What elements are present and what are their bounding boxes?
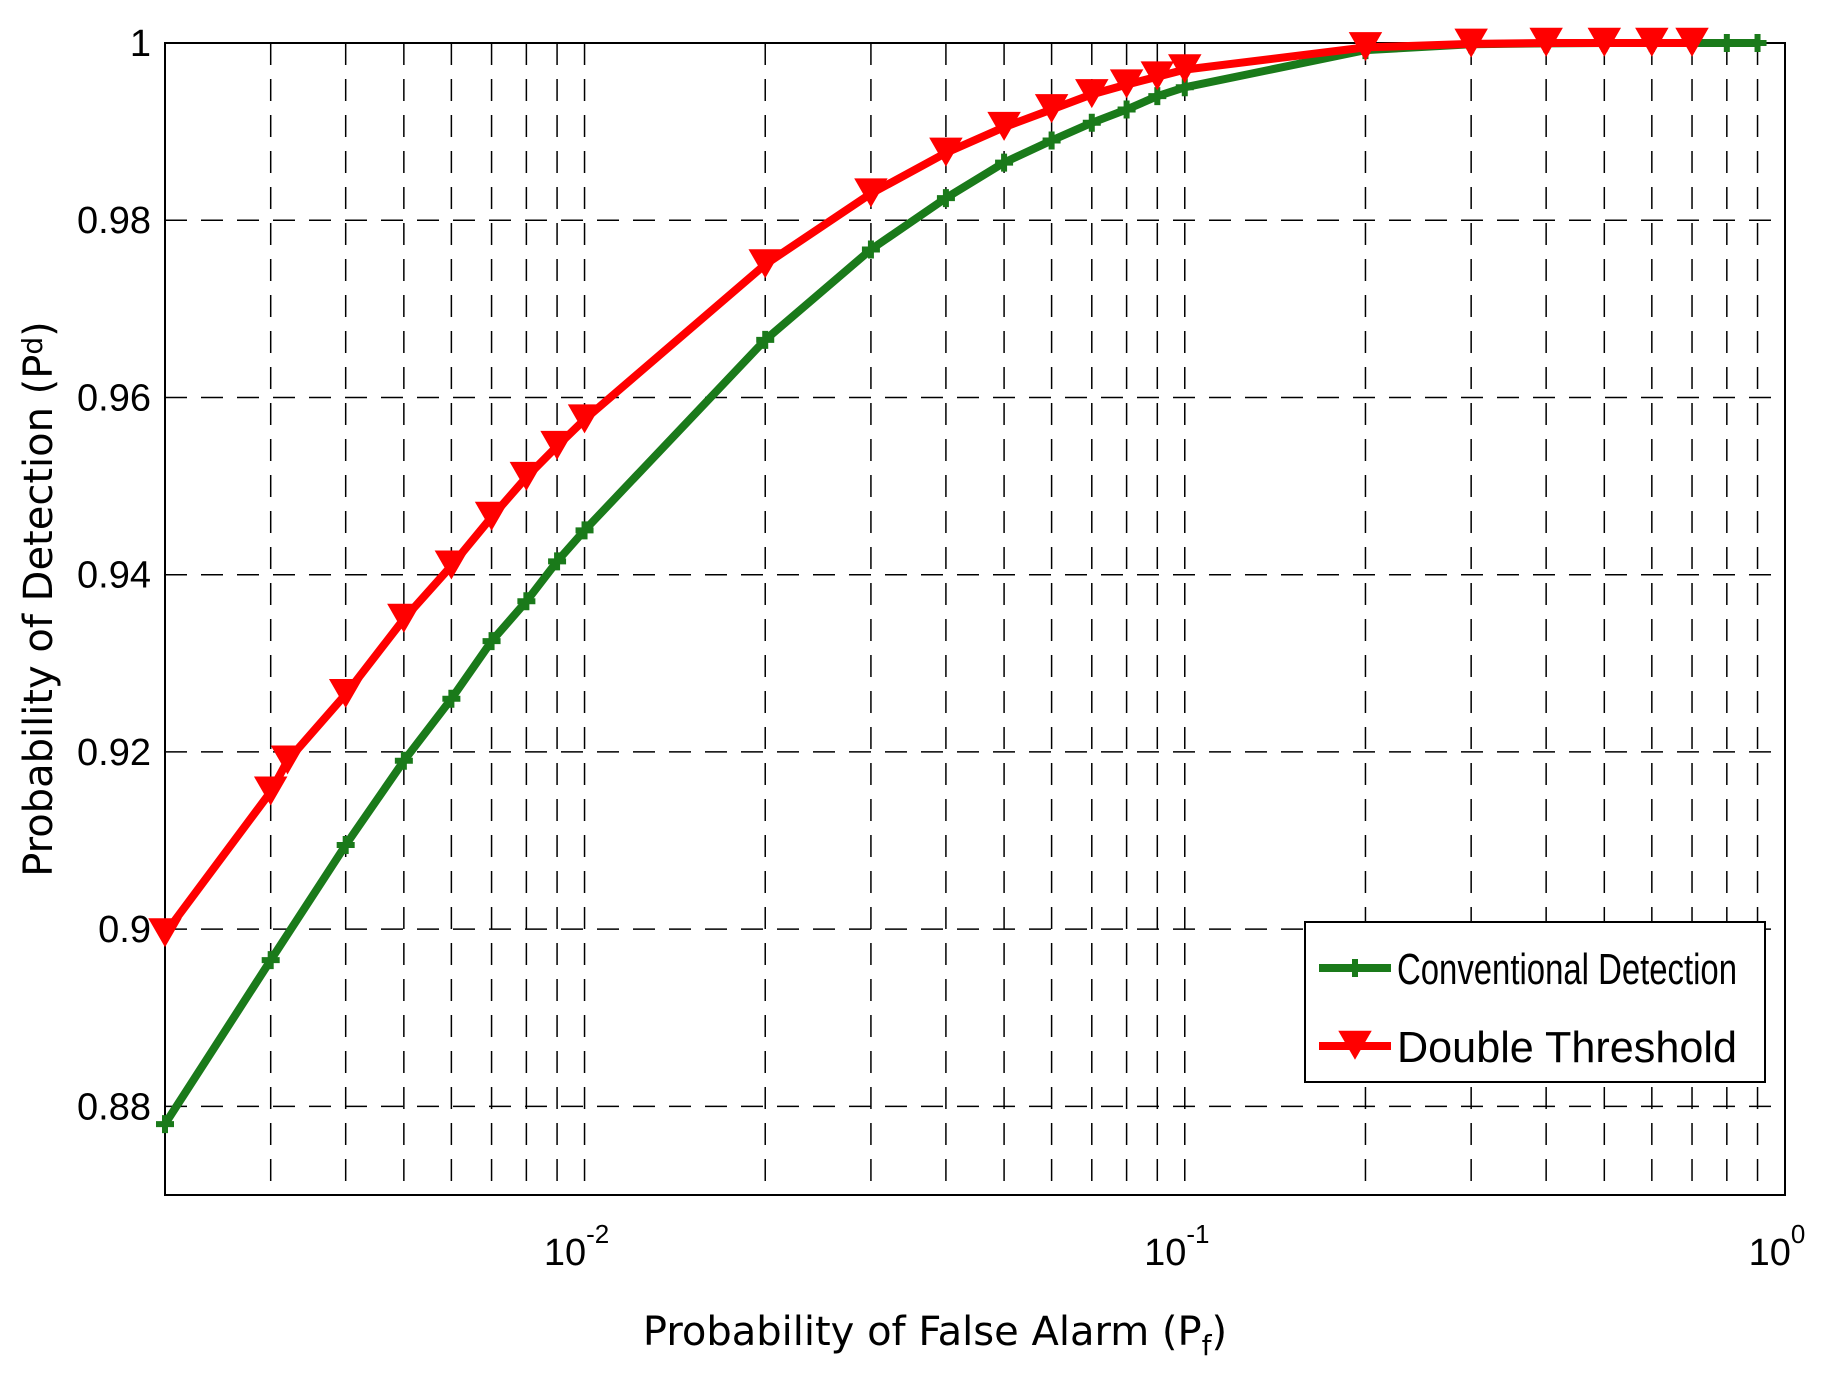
data-point xyxy=(253,776,288,806)
y-tick-label: 0.94 xyxy=(77,555,151,597)
data-point xyxy=(434,550,469,580)
legend-marker xyxy=(1346,959,1364,977)
legend-entries: Conventional Detection Double Threshold xyxy=(1319,945,1737,1072)
data-point xyxy=(1082,113,1101,132)
data-point xyxy=(936,189,955,208)
series-line xyxy=(161,39,1692,936)
plot-area xyxy=(164,42,1786,1196)
series-1 xyxy=(148,27,1709,948)
data-point xyxy=(1140,61,1175,91)
x-axis-title: Probability of False Alarm (Pf) xyxy=(643,1309,1227,1362)
tick-labels: 0.88 0.9 0.92 0.94 0.96 0.98 1 10-2 10-1 100 xyxy=(77,23,1805,1274)
data-point xyxy=(1042,131,1061,150)
data-point xyxy=(1348,32,1383,62)
y-tick-label: 0.98 xyxy=(77,200,151,242)
y-axis-title: Probability of Detection (Pd) xyxy=(16,321,62,877)
data-point xyxy=(540,430,574,460)
data-point xyxy=(1168,54,1202,84)
data-point xyxy=(1529,27,1563,57)
data-point xyxy=(328,679,363,709)
data-point xyxy=(1717,34,1736,52)
y-tick-label: 0.88 xyxy=(77,1086,151,1128)
data-point xyxy=(1034,94,1069,124)
data-point xyxy=(1454,28,1488,58)
data-point xyxy=(1748,34,1767,52)
data-point xyxy=(1587,27,1622,57)
series-layer xyxy=(148,27,1767,1134)
data-point xyxy=(1109,69,1144,99)
x-tick-label: 10-2 xyxy=(544,1219,609,1274)
data-point xyxy=(1117,100,1136,119)
data-point xyxy=(567,404,602,434)
legend-entry: Double Threshold xyxy=(1319,1023,1737,1072)
data-point xyxy=(336,835,355,854)
data-point xyxy=(509,461,544,491)
legend-box xyxy=(1304,921,1766,1083)
data-point xyxy=(987,111,1021,141)
legend-label: Conventional Detection xyxy=(1397,945,1737,994)
data-point xyxy=(261,951,280,970)
y-tick-label: 0.92 xyxy=(77,732,151,774)
data-point xyxy=(482,632,501,651)
x-tick-label: 10-1 xyxy=(1144,1219,1209,1274)
data-point xyxy=(548,552,567,571)
legend: Conventional Detection Double Threshold xyxy=(1304,921,1766,1083)
data-point xyxy=(756,330,775,349)
data-point xyxy=(1635,27,1669,57)
data-point xyxy=(148,918,182,948)
data-point xyxy=(270,745,305,775)
data-point xyxy=(748,249,782,279)
data-point xyxy=(929,137,963,167)
x-tick-label: 100 xyxy=(1749,1219,1806,1274)
data-point xyxy=(442,689,461,708)
legend-entry: Conventional Detection xyxy=(1319,945,1737,994)
y-tick-label: 0.96 xyxy=(77,377,151,419)
y-tick-label: 1 xyxy=(130,23,151,65)
data-point xyxy=(394,751,413,770)
data-point xyxy=(474,501,509,531)
data-point xyxy=(156,1115,174,1134)
data-point xyxy=(995,153,1014,172)
legend-label: Double Threshold xyxy=(1397,1023,1737,1072)
data-point xyxy=(854,178,888,208)
data-point xyxy=(387,603,421,633)
y-tick-label: 0.9 xyxy=(98,909,151,951)
data-point xyxy=(517,592,536,611)
data-point xyxy=(1675,27,1709,57)
data-point xyxy=(1075,79,1109,109)
legend-marker xyxy=(1338,1030,1372,1060)
data-point xyxy=(575,521,594,540)
grid xyxy=(165,43,1785,1195)
data-point xyxy=(861,240,880,259)
